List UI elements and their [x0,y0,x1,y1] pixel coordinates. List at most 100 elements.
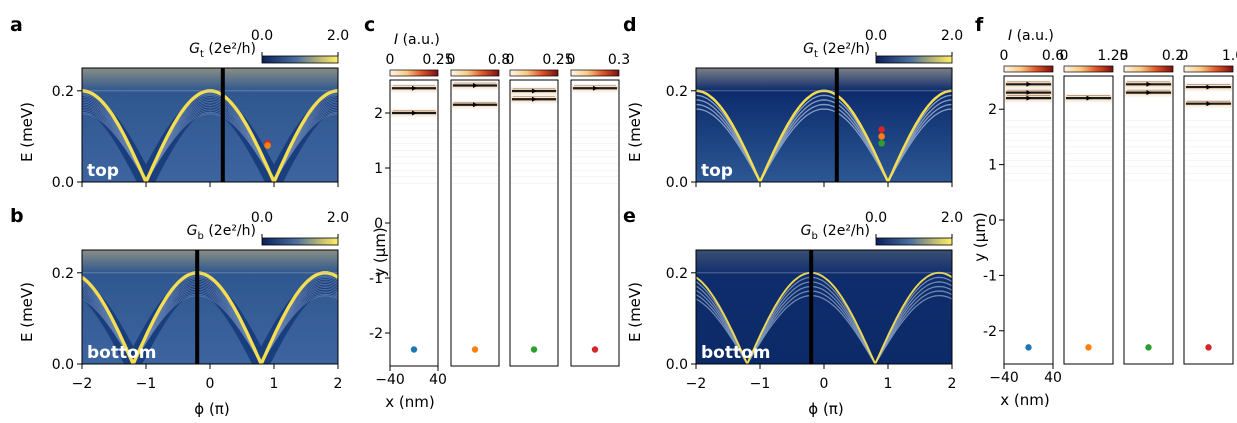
current-state-marker-c-green [530,346,538,353]
x-tick-label-b-3: 1 [270,376,279,392]
panel-letter-e: e [623,205,636,227]
current-colorbar-min-f-2: 0 [1120,48,1129,64]
current-colorbar-min-c-0: 0 [386,52,395,68]
fringe-arc-a-11-1 [82,108,338,182]
phase-divider-a [220,68,225,182]
state-marker-d-green [878,139,885,147]
current-colorbar-max-c-0: 0.25 [422,52,453,68]
inset-label-b: bottom [87,343,157,363]
current-colorbar-c-1 [450,69,500,77]
current-y-tick-label-c-2: 0 [374,216,383,232]
current-y-tick-label-c-0: 2 [374,106,383,122]
x-tick-label-b-1: −1 [136,376,157,392]
phase-divider-b [195,250,200,364]
current-y-tick-label-c-3: -1 [369,271,383,287]
current-colorbar-f-0 [1003,65,1054,73]
current-colorbar-title-c: I (a.u.) [394,32,440,48]
current-state-marker-c-blue [410,346,418,353]
current-colorbar-f-1 [1063,65,1114,73]
current-x-tick-label-f-1: 40 [1044,370,1062,386]
heatmap-body-a [82,68,338,182]
current-frame-f-2 [1123,75,1174,365]
current-x-tick-label-c-1: 40 [429,372,447,388]
panel-letter-c: c [364,14,375,36]
inset-label-e: bottom [701,343,771,363]
x-tick-label-e-1: −1 [750,376,771,392]
state-marker-d-red [878,126,885,133]
state-marker-d-orange [878,133,885,140]
current-arrow-c-1-1 [473,102,478,108]
colorbar-max-label-d: 2.0 [941,28,963,44]
fringe-arc-a-13-1 [82,111,338,182]
e-axis-label-d: E (meV) [626,102,644,162]
panel-letter-d: d [623,14,637,36]
colorbar-min-label-e: 0.0 [865,210,887,226]
current-colorbar-f-3 [1183,65,1234,73]
current-frame-c-1 [450,79,500,367]
current-y-tick-label-c-1: 1 [374,161,383,177]
current-y-tick-label-f-1: 1 [988,158,997,174]
phase-divider-d [834,68,839,182]
current-y-tick-label-f-2: 0 [988,213,997,229]
current-colorbar-f-2 [1123,65,1174,73]
current-arrow-c-2-0 [532,88,537,94]
y-tick-label-b-1: 0.2 [52,266,74,282]
fringe-arc-e-5-1 [696,294,952,364]
y-tick-label-e-0: 0.0 [666,357,688,373]
current-y-tick-label-f-3: -1 [983,268,997,284]
x-axis-label-c: x (nm) [385,393,434,411]
x-tick-label-e-4: 2 [948,376,957,392]
panel-letter-a: a [10,14,23,36]
current-frame-f-0 [1003,75,1054,365]
colorbar-min-label-b: 0.0 [251,210,273,226]
colorbar-e [875,237,953,246]
heatmap-panel-e: bottom 0.0 0.2 −2 −1 0 1 2 0.0 2.0 Gb (2e²/h) [666,210,963,392]
current-frame-c-3 [570,79,620,367]
heatmap-background-a [82,68,338,182]
colorbar-a [261,55,339,64]
x-tick-label-e-0: −2 [686,376,707,392]
current-arrow-f-3-0 [1206,84,1212,90]
x-axis-label-f: x (nm) [1000,391,1049,409]
phi-axis-label-e: ϕ (π) [808,400,843,418]
current-colorbar-min-c-3: 0 [567,52,576,68]
current-colorbar-c-0 [389,69,439,77]
e-axis-label-e: E (meV) [626,282,644,342]
colorbar-title-b: Gb (2e²/h) [187,223,256,242]
bright-band-e-1 [696,271,952,364]
colorbar-max-label-a: 2.0 [327,28,349,44]
fringe-arc-d-3-1 [696,103,952,182]
current-colorbar-min-f-0: 0 [1000,48,1009,64]
current-state-marker-f-red [1205,344,1212,351]
y-tick-label-d-0: 0.0 [666,175,688,191]
colorbar-b [261,237,339,246]
phase-divider-e [809,250,814,364]
current-state-marker-f-green [1145,344,1152,351]
colorbar-max-label-e: 2.0 [941,210,963,226]
fringe-arc-a-9-1 [82,105,338,182]
heatmap-body-b [82,250,338,364]
colorbar-min-label-d: 0.0 [865,28,887,44]
current-state-marker-c-orange [471,346,479,353]
fringe-arc-b-14-1 [82,295,338,364]
current-arrow-c-1-0 [473,83,478,88]
colorbar-min-label-a: 0.0 [251,28,273,44]
colorbar-title-e: Gb (2e²/h) [801,223,870,242]
colorbar-title-a: Gt (2e²/h) [189,41,256,60]
current-colorbar-min-c-2: 0 [506,52,515,68]
current-arrow-f-3-1 [1206,101,1212,107]
current-arrow-c-2-1 [532,96,537,102]
x-tick-label-b-2: 0 [206,376,215,392]
heatmap-panel-b: bottom 0.0 0.2 −2 −1 0 1 2 0.0 2.0 Gb (2e²/h) [52,210,349,392]
current-colorbar-max-f-1: 1.25 [1097,48,1128,64]
fringe-arc-a-10-1 [82,106,338,182]
heatmap-body-e [696,250,952,364]
state-marker-a-orange [264,142,271,149]
current-state-marker-f-orange [1085,344,1092,351]
heatmap-panel-a: top 0.0 0.2 0.0 2.0 Gt (2e²/h) [52,28,349,191]
current-arrow-c-0-0 [412,85,417,91]
current-arrow-c-0-1 [412,110,417,116]
current-frame-c-2 [509,79,559,367]
